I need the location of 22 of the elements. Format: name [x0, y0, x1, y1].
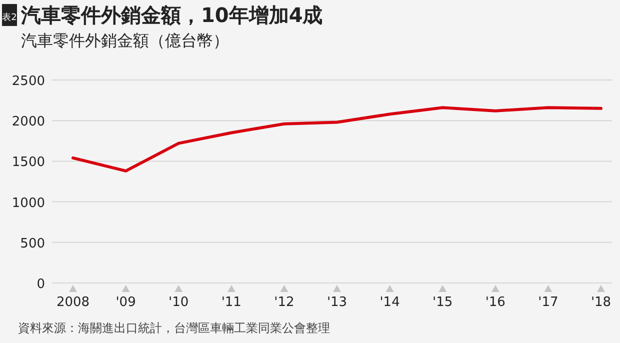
y-tick-label: 1000 — [12, 196, 45, 211]
y-tick-label: 500 — [20, 236, 45, 252]
x-tick-label: '13 — [326, 295, 348, 310]
chart-title: 汽車零件外銷金額，10年增加4成 — [20, 3, 323, 27]
x-tick-label: '09 — [116, 295, 136, 310]
y-tick-label: 1500 — [12, 155, 45, 170]
y-tick-label: 0 — [36, 277, 45, 292]
x-tick-label: 2008 — [56, 295, 90, 310]
text: 表2 — [2, 12, 17, 23]
x-tick-label: '10 — [168, 295, 189, 310]
x-tick-label: '11 — [221, 295, 242, 310]
x-tick-label: '14 — [380, 295, 400, 310]
line-series — [72, 106, 602, 172]
x-tick-label: '17 — [538, 295, 558, 310]
y-axis-title: 汽車零件外銷金額（億台幣） — [21, 31, 229, 50]
x-tick-label: '16 — [485, 295, 506, 310]
source-note: 資料來源：海關進出口統計，台灣區車輛工業同業公會整理 — [18, 321, 330, 335]
y-tick-label: 2500 — [12, 74, 45, 89]
y-tick-label: 2000 — [12, 114, 45, 130]
x-tick-label: '15 — [432, 295, 453, 310]
x-tick-label: '18 — [590, 295, 612, 310]
x-tick-label: '12 — [274, 295, 294, 310]
